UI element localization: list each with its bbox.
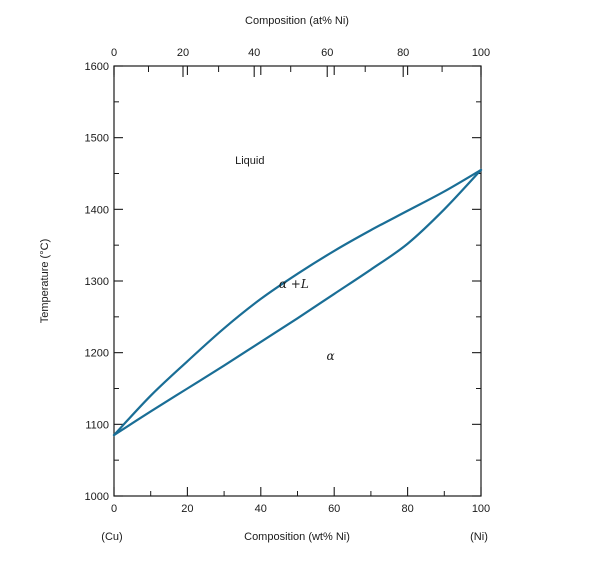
top-tick-label: 0: [111, 47, 117, 59]
y-tick-label: 1100: [85, 419, 109, 431]
liquidus-line: [112, 168, 483, 437]
y-tick-label: 1300: [85, 276, 109, 288]
top-tick-label: 40: [248, 47, 260, 59]
regions-layer: Liquid α +L α: [235, 155, 334, 363]
x-tick-label: 100: [472, 503, 490, 515]
y-tick-label: 1200: [85, 348, 109, 360]
region-label: α: [326, 349, 334, 363]
y-axis-title: Temperature (°C): [39, 239, 51, 323]
cu-end-label: (Cu): [101, 531, 122, 543]
x-tick-label: 80: [401, 503, 413, 515]
bottom-axis-title: Composition (wt% Ni): [244, 531, 350, 543]
x-tick-label: 0: [111, 503, 117, 515]
top-tick-label: 100: [472, 47, 490, 59]
top-tick-label: 20: [177, 47, 189, 59]
x-tick-label: 20: [181, 503, 193, 515]
y-tick-label: 1000: [85, 491, 109, 503]
top-tick-label: 80: [397, 47, 409, 59]
y-tick-label: 1400: [85, 204, 109, 216]
x-tick-label: 60: [328, 503, 340, 515]
x-tick-label: 40: [255, 503, 267, 515]
ticks-layer: 0 20 40 60 80 1000 20 40 60 80 1001000110012001300…: [85, 47, 491, 515]
region-label: α +L: [279, 277, 309, 291]
top-axis-title: Composition (at% Ni): [245, 15, 349, 27]
solidus-line: [112, 168, 483, 437]
y-tick-label: 1500: [85, 133, 109, 145]
region-label: Liquid: [235, 155, 264, 167]
ni-end-label: (Ni): [470, 531, 488, 543]
top-tick-label: 60: [321, 47, 333, 59]
series-layer: [112, 168, 483, 437]
y-tick-label: 1600: [85, 61, 109, 73]
